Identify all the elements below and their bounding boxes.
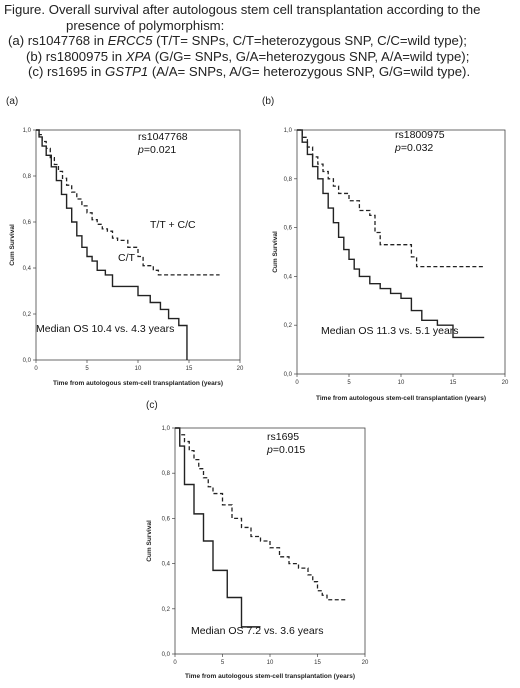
survival-curve-solid — [36, 129, 188, 360]
p-value-annotation: p=0.015 — [266, 444, 305, 456]
panel-c-label: (c) — [146, 400, 158, 411]
caption-line-2: presence of polymorphism: — [66, 17, 225, 33]
x-tick-label: 10 — [267, 660, 274, 666]
caption-item-a-gene: ERCC5 — [107, 33, 153, 49]
caption-item-c-prefix: (c) rs1695 in — [28, 64, 105, 80]
y-tick-label: 1,0 — [23, 128, 32, 134]
survival-curve-dashed — [175, 427, 346, 601]
caption-item-c-gene: GSTP1 — [104, 64, 149, 80]
figure-caption: Figure. Overall survival after autologou… — [4, 2, 518, 80]
caption-line-1: Figure. Overall survival after autologou… — [4, 2, 481, 17]
x-axis-label: Time from autologous stem-cell transplan… — [316, 395, 486, 402]
y-tick-label: 0,0 — [284, 372, 293, 378]
y-tick-label: 0,4 — [23, 266, 32, 272]
median-os-annotation: Median OS 10.4 vs. 4.3 years — [36, 323, 174, 335]
caption-item-a: (a) rs1047768 in ERCC5 (T/T= SNPs, C/T=h… — [4, 33, 518, 49]
y-tick-label: 0,6 — [23, 220, 32, 226]
caption-item-c-suffix: (A/A= SNPs, A/G= heterozygous SNP, G/G=w… — [148, 64, 471, 80]
x-tick-label: 0 — [34, 366, 38, 372]
y-tick-label: 0,0 — [23, 358, 32, 364]
y-tick-label: 0,0 — [162, 652, 171, 658]
caption-item-b-suffix: (G/G= SNPs, G/A=heterozygous SNP, A/A=wi… — [151, 48, 470, 64]
y-tick-label: 0,8 — [23, 174, 32, 180]
series-label-solid: C/T — [118, 252, 136, 264]
x-tick-label: 10 — [135, 366, 142, 372]
x-axis-label: Time from autologous stem-cell transplan… — [53, 380, 223, 387]
y-tick-label: 1,0 — [284, 128, 293, 134]
survival-curve-dashed — [297, 129, 485, 268]
caption-item-a-suffix: (T/T= SNPs, C/T=heterozygous SNP, C/C=wi… — [152, 33, 467, 49]
chart-a-svg: 0,0 0,2 0,4 0,6 0,8 1,0 0 5 10 15 20 Time from auto… — [9, 128, 244, 387]
x-tick-label: 0 — [173, 660, 177, 666]
y-tick-label: 0,4 — [284, 274, 293, 280]
snp-annotation: rs1047768 — [138, 131, 188, 143]
chart-panel-b: 0,0 0,2 0,4 0,6 0,8 1,0 0 5 10 15 20 Time from auto… — [265, 112, 520, 418]
x-tick-label: 20 — [502, 380, 509, 386]
survival-curve-solid — [175, 427, 261, 628]
x-tick-label: 0 — [295, 380, 299, 386]
x-tick-label: 5 — [347, 380, 351, 386]
caption-item-c: (c) rs1695 in GSTP1 (A/A= SNPs, A/G= het… — [4, 64, 518, 80]
caption-item-b-prefix: (b) rs1800975 in — [26, 48, 126, 64]
panel-a-label: (a) — [6, 96, 19, 107]
caption-item-b-gene: XPA — [125, 48, 152, 64]
snp-annotation: rs1695 — [267, 431, 299, 443]
x-tick-label: 5 — [85, 366, 89, 372]
y-axis-label: Cum Survival — [146, 520, 153, 562]
y-tick-label: 0,8 — [162, 471, 171, 477]
y-axis-label: Cum Survival — [9, 224, 16, 266]
x-tick-label: 20 — [362, 660, 369, 666]
panel-b-label: (b) — [262, 96, 275, 107]
y-tick-label: 1,0 — [162, 426, 171, 432]
x-tick-label: 15 — [186, 366, 193, 372]
snp-annotation: rs1800975 — [395, 129, 445, 141]
y-tick-label: 0,8 — [284, 177, 293, 183]
x-axis-label: Time from autologous stem-cell transplan… — [185, 673, 355, 680]
x-tick-label: 10 — [398, 380, 405, 386]
y-tick-label: 0,6 — [162, 516, 171, 522]
x-tick-label: 15 — [450, 380, 457, 386]
y-tick-label: 0,2 — [23, 312, 32, 318]
caption-item-a-prefix: (a) rs1047768 in — [8, 33, 108, 49]
p-value-annotation: p=0.021 — [137, 144, 176, 156]
p-value-annotation: p=0.032 — [394, 142, 433, 154]
chart-panel-a: 0,0 0,2 0,4 0,6 0,8 1,0 0 5 10 15 20 Time from auto… — [0, 110, 255, 416]
x-tick-label: 20 — [237, 366, 244, 372]
y-tick-label: 0,2 — [162, 607, 171, 613]
survival-curve-solid — [297, 129, 485, 339]
y-tick-label: 0,2 — [284, 323, 293, 329]
caption-item-b: (b) rs1800975 in XPA (G/G= SNPs, G/A=het… — [4, 49, 518, 65]
y-tick-label: 0,6 — [284, 226, 293, 232]
median-os-annotation: Median OS 7.2 vs. 3.6 years — [191, 625, 323, 637]
chart-panel-c: 0,0 0,2 0,4 0,6 0,8 1,0 0 5 10 15 20 Time from auto… — [135, 416, 390, 686]
series-label-dashed: T/T + C/C — [150, 219, 196, 231]
y-tick-label: 0,4 — [162, 562, 171, 568]
chart-b-svg: 0,0 0,2 0,4 0,6 0,8 1,0 0 5 10 15 20 Time from auto… — [272, 128, 509, 402]
survival-curve-dashed — [36, 129, 220, 276]
x-tick-label: 15 — [314, 660, 321, 666]
median-os-annotation: Median OS 11.3 vs. 5.1 years — [321, 325, 459, 337]
chart-c-svg: 0,0 0,2 0,4 0,6 0,8 1,0 0 5 10 15 20 Time from auto… — [146, 426, 369, 680]
x-tick-label: 5 — [221, 660, 225, 666]
y-axis-label: Cum Survival — [272, 231, 279, 273]
